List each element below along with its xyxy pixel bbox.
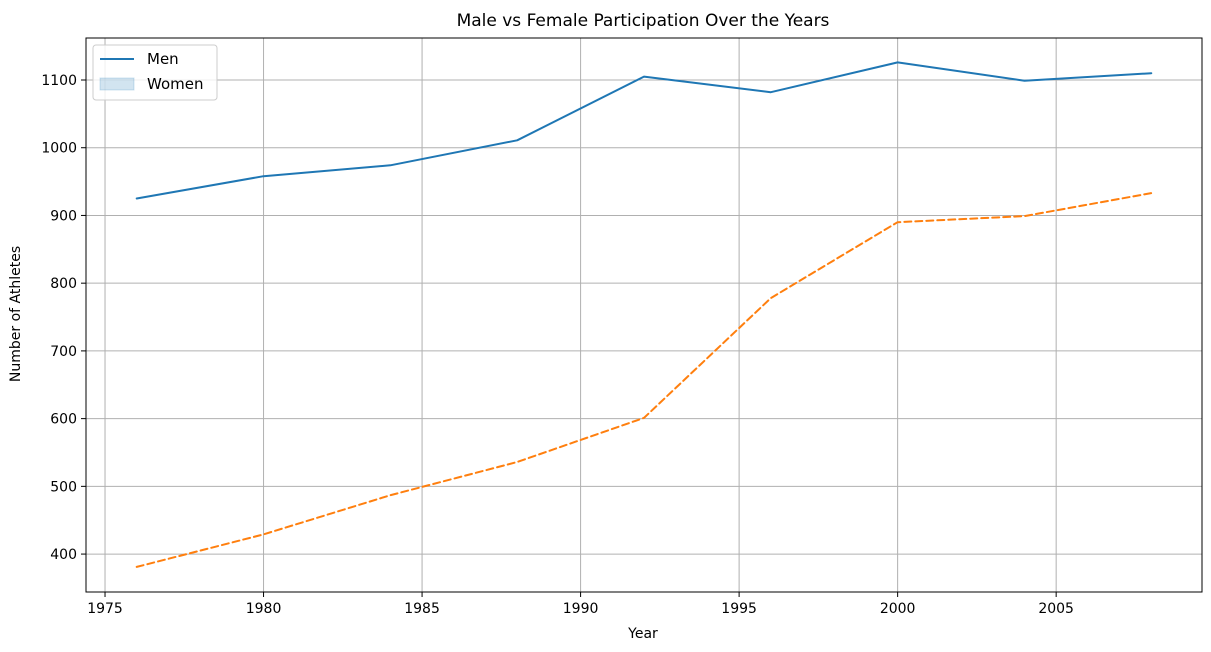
- x-tick-label: 1975: [87, 601, 123, 617]
- x-axis-title: Year: [627, 626, 658, 642]
- x-tick-label: 2000: [880, 601, 916, 617]
- chart-title: Male vs Female Participation Over the Ye…: [457, 11, 830, 31]
- legend: Men Women: [92, 44, 218, 101]
- y-tick-label: 700: [50, 344, 77, 360]
- x-tick-label: 1990: [563, 601, 599, 617]
- y-tick-label: 1100: [41, 73, 77, 89]
- y-tick-label: 1000: [41, 141, 77, 157]
- x-tick-label: 1980: [246, 601, 282, 617]
- y-axis-title: Number of Athletes: [8, 246, 24, 382]
- x-tick-label: 1995: [721, 601, 757, 617]
- y-tick-label: 400: [50, 547, 77, 563]
- legend-label-men: Men: [147, 50, 179, 68]
- series-line-women: [135, 192, 1153, 568]
- series-line-men: [135, 61, 1153, 200]
- y-tick-label: 500: [50, 479, 77, 495]
- x-tick-label: 2005: [1038, 601, 1074, 617]
- x-tick-label: 1985: [404, 601, 440, 617]
- y-tick-label: 600: [50, 412, 77, 428]
- legend-swatch-women: [99, 77, 135, 91]
- y-tick-label: 900: [50, 208, 77, 224]
- y-tick-label: 800: [50, 276, 77, 292]
- series-lines: [135, 61, 1153, 568]
- legend-label-women: Women: [147, 75, 203, 93]
- axes: 1975 1980 1985 1990 1995 2000 2005 400 500 600 700…: [41, 73, 1074, 617]
- plot-frame: [85, 37, 1203, 593]
